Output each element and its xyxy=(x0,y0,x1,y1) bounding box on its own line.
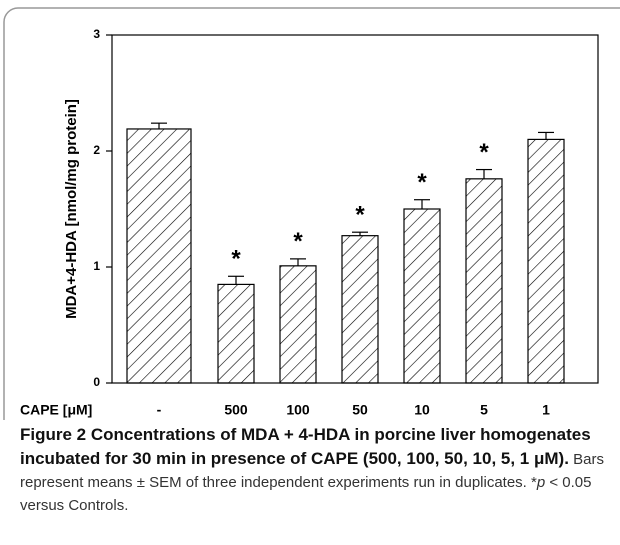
x-tick-label: 100 xyxy=(286,402,310,418)
bar xyxy=(126,128,192,384)
frame xyxy=(3,7,620,420)
bar xyxy=(341,235,379,384)
y-tick-label: 0 xyxy=(93,375,100,389)
caption-bold: Figure 2 Concentrations of MDA + 4-HDA i… xyxy=(20,425,591,468)
y-tick-label: 2 xyxy=(93,143,100,157)
x-tick-label: 500 xyxy=(224,402,248,418)
y-axis-label: MDA+4-HDA [nmol/mg protein] xyxy=(63,99,80,319)
chart: MDA+4-HDA [nmol/mg protein] CAPE [μM] 0 1… xyxy=(3,7,620,420)
caption-text: Bars represent means ± SEM of three inde… xyxy=(20,451,604,491)
bar xyxy=(527,138,565,384)
significance: * xyxy=(417,169,427,196)
x-tick-label: 1 xyxy=(542,402,550,418)
significance: * xyxy=(479,139,489,166)
x-tick-label: 50 xyxy=(352,402,368,418)
x-tick-label: 5 xyxy=(480,402,488,418)
y-tick-label: 3 xyxy=(93,27,100,41)
x-tick-label: - xyxy=(157,402,162,418)
x-axis-label: CAPE [μM] xyxy=(20,402,92,418)
x-tick-label: 10 xyxy=(414,402,430,418)
significance: * xyxy=(355,202,365,229)
bar xyxy=(279,265,317,384)
caption-italic: p xyxy=(536,474,546,491)
significance: * xyxy=(293,228,303,255)
bar xyxy=(217,283,255,384)
y-tick-label: 1 xyxy=(93,259,100,273)
caption: Figure 2 Concentrations of MDA + 4-HDA i… xyxy=(20,423,612,517)
bar xyxy=(465,178,503,384)
bar xyxy=(403,208,441,384)
caption-text: < 0.05 versus Controls. xyxy=(20,474,592,514)
significance: * xyxy=(231,246,241,273)
